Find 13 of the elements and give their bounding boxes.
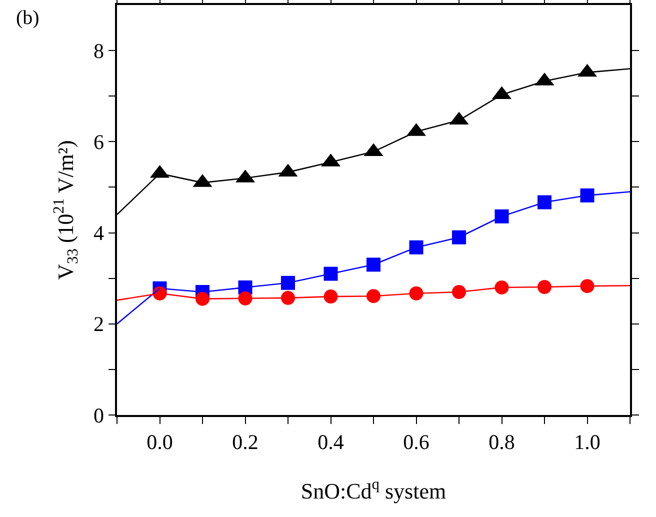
text: (b)	[16, 7, 40, 29]
x-tick-label: 0.4	[318, 430, 344, 454]
y-tick-label: 2	[94, 312, 104, 336]
y-tick-label: 0	[94, 403, 104, 428]
x-tick-label: 1.0	[574, 430, 600, 454]
x-tick-label: 0.6	[403, 430, 430, 454]
x-tick-label: 0.2	[232, 430, 258, 454]
y-tick-label: 8	[94, 38, 104, 63]
x-axis-title: SnO:Cd$^{q}$ system	[300, 476, 446, 504]
x-tick-label: 0.0	[146, 430, 173, 454]
y-tick-label: 4	[94, 221, 105, 246]
x-tick-label: 0.8	[488, 430, 515, 454]
y-tick-label: 6	[94, 130, 104, 154]
